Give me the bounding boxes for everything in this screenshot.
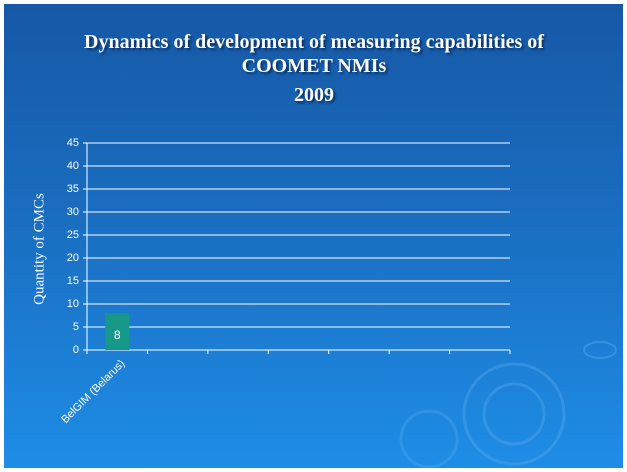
y-tick-label: 35 [67, 183, 79, 195]
decoration [583, 341, 617, 359]
y-tick-label: 10 [67, 298, 79, 310]
y-tick-label: 15 [67, 275, 79, 287]
y-tick-label: 40 [67, 160, 79, 172]
y-tick-label: 45 [67, 137, 79, 149]
chart-subtitle: 2009 [294, 84, 334, 106]
bar [105, 313, 130, 350]
y-tick-label: 0 [73, 344, 79, 356]
y-tick-label: 25 [67, 229, 79, 241]
decoration [482, 382, 546, 446]
x-tick-label: BelGIM (Belarus) [59, 358, 127, 426]
decoration [462, 362, 566, 466]
decoration [399, 409, 459, 468]
data-label: 8 [114, 328, 121, 342]
y-tick-label: 30 [67, 206, 79, 218]
chart: Quantity of CMCs 0 5 10 15 20 25 30 35 40 45 BelGI… [31, 137, 617, 468]
y-axis-label: Quantity of CMCs [31, 193, 47, 305]
y-tick-label: 5 [73, 321, 79, 333]
y-tick-label: 20 [67, 252, 79, 264]
slide: Quantity of CMCs 0 5 10 15 20 25 30 35 40 45 BelGI… [4, 4, 623, 468]
chart-title: Dynamics of development of measuring cap… [84, 31, 544, 77]
